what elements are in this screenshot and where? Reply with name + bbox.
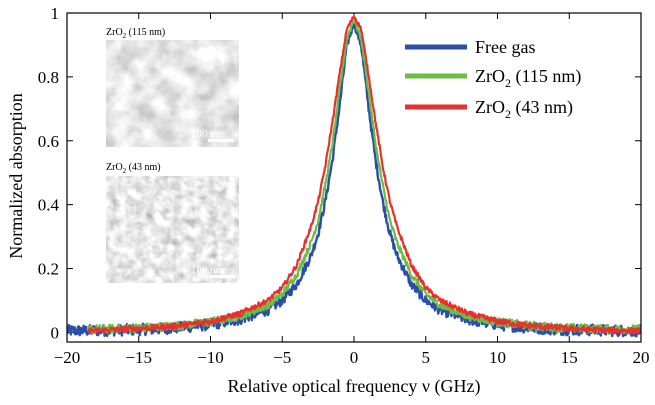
y-axis-title: Normalized absorption [6, 93, 26, 258]
x-tick-label: −5 [273, 348, 291, 367]
x-tick-label: −15 [125, 348, 152, 367]
x-tick-label: 15 [561, 348, 578, 367]
y-tick-label: 0.4 [38, 196, 60, 215]
legend-label-zro2-115nm: ZrO2 (115 nm) [475, 66, 581, 90]
x-tick-label: 20 [633, 348, 650, 367]
sem-image-115nm [106, 40, 239, 147]
x-axis-title: Relative optical frequency ν (GHz) [227, 376, 480, 397]
scale-bar-115nm [208, 139, 234, 142]
scale-bar-43nm [210, 275, 235, 278]
series-line-zro2-43-nm- [88, 15, 641, 335]
inset-sem-115nm: ZrO2 (115 nm) 100 nm [106, 27, 239, 147]
sem-image-43nm [106, 176, 239, 283]
x-tick-label: 10 [489, 348, 506, 367]
scale-bar-label-115nm: 100 nm [191, 128, 225, 140]
legend-label-zro2-43nm: ZrO2 (43 nm) [475, 97, 573, 121]
y-tick-label: 0 [51, 323, 60, 342]
x-tick-label: 5 [422, 348, 431, 367]
x-tick-label: −10 [197, 348, 224, 367]
inset-caption-43nm: ZrO2 (43 nm) [106, 162, 161, 175]
y-tick-label: 1 [51, 4, 60, 23]
y-tick-label: 0.2 [38, 260, 59, 279]
legend-label-free-gas: Free gas [475, 37, 535, 57]
y-tick-label: 0.8 [38, 68, 59, 87]
plot-frame [66, 12, 642, 343]
legend: Free gas ZrO2 (115 nm) ZrO2 (43 nm) [405, 37, 581, 121]
inset-sem-43nm: ZrO2 (43 nm) 100 nm [106, 162, 239, 283]
scale-bar-label-43nm: 100 nm [191, 264, 225, 276]
x-tick-label: −20 [54, 348, 81, 367]
series-layer [67, 15, 641, 338]
y-tick-label: 0.6 [38, 132, 59, 151]
axis-ticks: −20 −15 −10 −5 0 5 10 15 20 0 0.2 0.4 0.6 0.8 1 [38, 4, 650, 367]
x-tick-label: 0 [350, 348, 359, 367]
inset-caption-115nm: ZrO2 (115 nm) [106, 27, 165, 40]
